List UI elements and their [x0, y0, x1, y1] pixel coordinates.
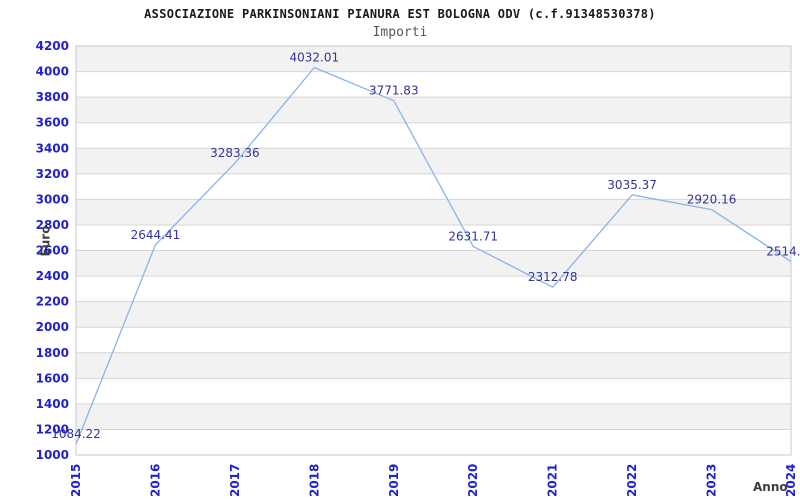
series-line — [75, 66, 792, 445]
data-point-label: 3035.37 — [607, 178, 657, 192]
chart-title: ASSOCIAZIONE PARKINSONIANI PIANURA EST B… — [144, 7, 656, 21]
data-point-label: 2514.17 — [766, 244, 800, 258]
plot-band — [76, 429, 791, 455]
y-tick-label: 2200 — [36, 295, 69, 309]
plot-band — [76, 148, 791, 174]
chart-subtitle: Importi — [372, 25, 428, 40]
data-point-label: 2631.71 — [448, 229, 498, 243]
y-tick-label: 2400 — [36, 269, 69, 283]
data-point-label: 3283.36 — [210, 146, 260, 160]
data-point-label: 2920.16 — [687, 193, 737, 207]
y-tick-label: 1200 — [36, 422, 69, 436]
y-tick-label: 3000 — [36, 192, 69, 206]
plot-band — [76, 378, 791, 404]
plot-band — [76, 276, 791, 302]
plot-band — [76, 71, 791, 98]
x-tick-label: 2019 — [387, 464, 401, 497]
y-tick-label: 1800 — [36, 346, 69, 360]
plot-band — [76, 46, 791, 72]
y-tick-label: 3400 — [36, 141, 69, 155]
x-tick-label: 2015 — [69, 464, 83, 497]
data-point-label: 2644.41 — [131, 228, 181, 242]
y-tick-label: 4000 — [36, 65, 69, 79]
y-tick-label: 1400 — [36, 397, 69, 411]
y-tick-label: 4200 — [36, 39, 69, 53]
y-tick-label: 3800 — [36, 90, 69, 104]
plot-band — [76, 250, 791, 277]
x-tick-label: 2016 — [148, 464, 162, 497]
y-axis-title: Euro — [38, 225, 53, 257]
plot-band — [76, 199, 791, 225]
y-tick-label: 2600 — [36, 244, 69, 258]
y-tick-label: 2000 — [36, 320, 69, 334]
plot-band — [76, 403, 791, 430]
plot-band — [76, 173, 791, 200]
plot-band — [76, 97, 791, 123]
y-tick-label: 3200 — [36, 167, 69, 181]
plot-band — [76, 327, 791, 353]
data-point-label: 1084.22 — [51, 427, 101, 441]
x-tick-label: 2018 — [307, 464, 321, 497]
data-point-label: 4032.01 — [290, 50, 340, 64]
data-point-label: 2312.78 — [528, 270, 578, 284]
x-axis-title: Anno — [753, 480, 788, 494]
plot-band — [76, 122, 791, 149]
plot-band — [76, 224, 791, 251]
x-tick-label: 2022 — [625, 464, 639, 497]
plot-border — [75, 45, 792, 456]
y-tick-label: 1600 — [36, 371, 69, 385]
y-tick-label: 3600 — [36, 116, 69, 130]
x-tick-label: 2020 — [466, 464, 480, 497]
x-tick-label: 2024 — [784, 464, 798, 497]
y-tick-label: 1000 — [36, 448, 69, 462]
plot-band — [76, 301, 791, 328]
data-point-label: 3771.83 — [369, 84, 419, 98]
x-tick-label: 2017 — [228, 464, 242, 497]
plot-band — [76, 352, 791, 379]
x-tick-label: 2023 — [705, 464, 719, 497]
y-tick-label: 2800 — [36, 218, 69, 232]
x-tick-label: 2021 — [546, 464, 560, 497]
